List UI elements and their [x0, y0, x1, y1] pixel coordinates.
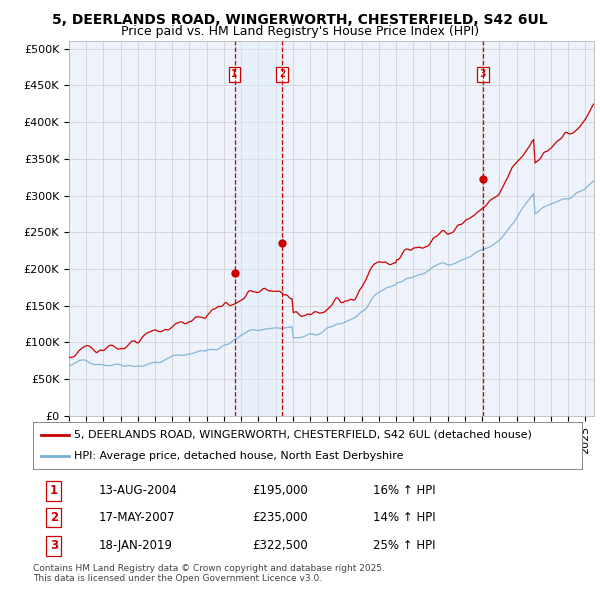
Text: 5, DEERLANDS ROAD, WINGERWORTH, CHESTERFIELD, S42 6UL (detached house): 5, DEERLANDS ROAD, WINGERWORTH, CHESTERF… — [74, 430, 532, 440]
Text: 25% ↑ HPI: 25% ↑ HPI — [373, 539, 436, 552]
Text: 2: 2 — [279, 70, 285, 80]
Text: Price paid vs. HM Land Registry's House Price Index (HPI): Price paid vs. HM Land Registry's House … — [121, 25, 479, 38]
Bar — [235, 41, 282, 416]
Text: 18-JAN-2019: 18-JAN-2019 — [99, 539, 173, 552]
Text: 2: 2 — [50, 511, 58, 524]
Text: £195,000: £195,000 — [253, 484, 308, 497]
Text: 3: 3 — [50, 539, 58, 552]
Text: HPI: Average price, detached house, North East Derbyshire: HPI: Average price, detached house, Nort… — [74, 451, 404, 461]
Text: 5, DEERLANDS ROAD, WINGERWORTH, CHESTERFIELD, S42 6UL: 5, DEERLANDS ROAD, WINGERWORTH, CHESTERF… — [52, 13, 548, 27]
Text: 1: 1 — [50, 484, 58, 497]
Text: £322,500: £322,500 — [253, 539, 308, 552]
Text: 17-MAY-2007: 17-MAY-2007 — [99, 511, 175, 524]
Text: £235,000: £235,000 — [253, 511, 308, 524]
Text: 16% ↑ HPI: 16% ↑ HPI — [373, 484, 436, 497]
Text: Contains HM Land Registry data © Crown copyright and database right 2025.
This d: Contains HM Land Registry data © Crown c… — [33, 564, 385, 584]
Text: 3: 3 — [480, 70, 486, 80]
Text: 1: 1 — [232, 70, 238, 80]
Text: 13-AUG-2004: 13-AUG-2004 — [99, 484, 178, 497]
Text: 14% ↑ HPI: 14% ↑ HPI — [373, 511, 436, 524]
